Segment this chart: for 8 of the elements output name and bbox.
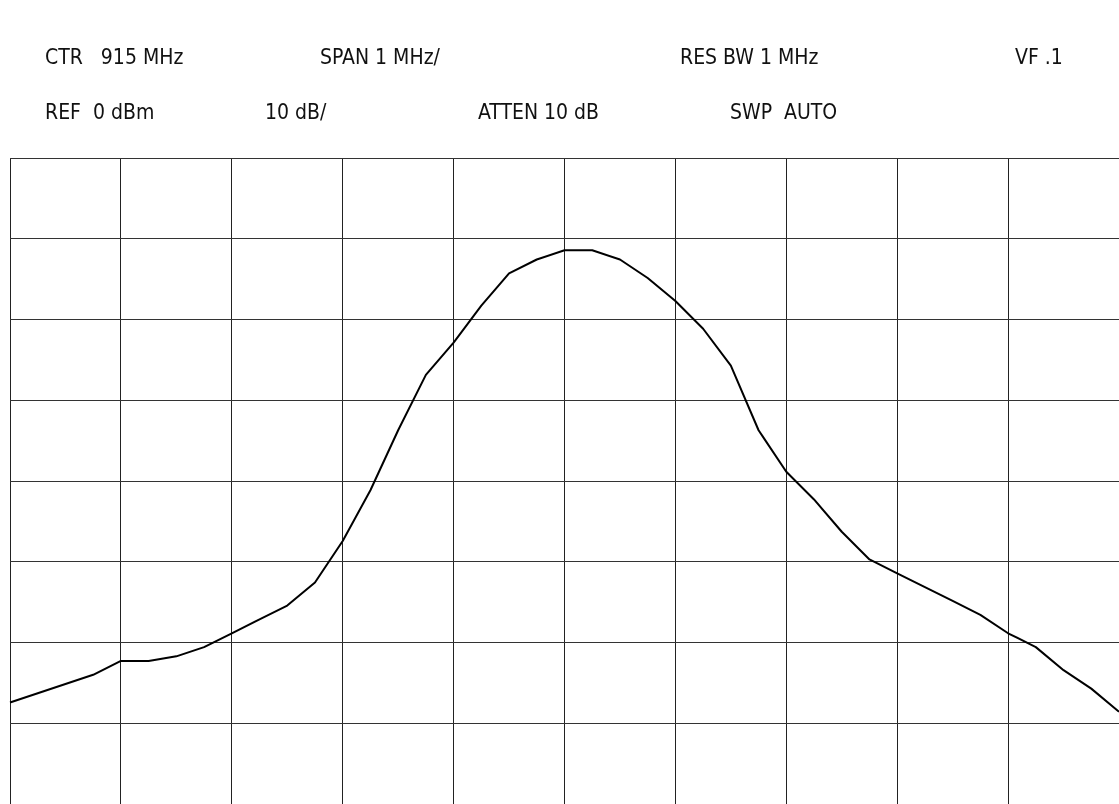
text: REF 0 dBm [45, 100, 155, 124]
text: 10 dB/ [265, 100, 327, 124]
text: SPAN 1 MHz/ [320, 45, 440, 69]
text: SWP AUTO [730, 100, 838, 124]
text: VF .1 [1015, 45, 1063, 69]
text: CTR 915 MHz [45, 45, 184, 69]
text: ATTEN 10 dB [478, 100, 600, 124]
text: RES BW 1 MHz [680, 45, 819, 69]
